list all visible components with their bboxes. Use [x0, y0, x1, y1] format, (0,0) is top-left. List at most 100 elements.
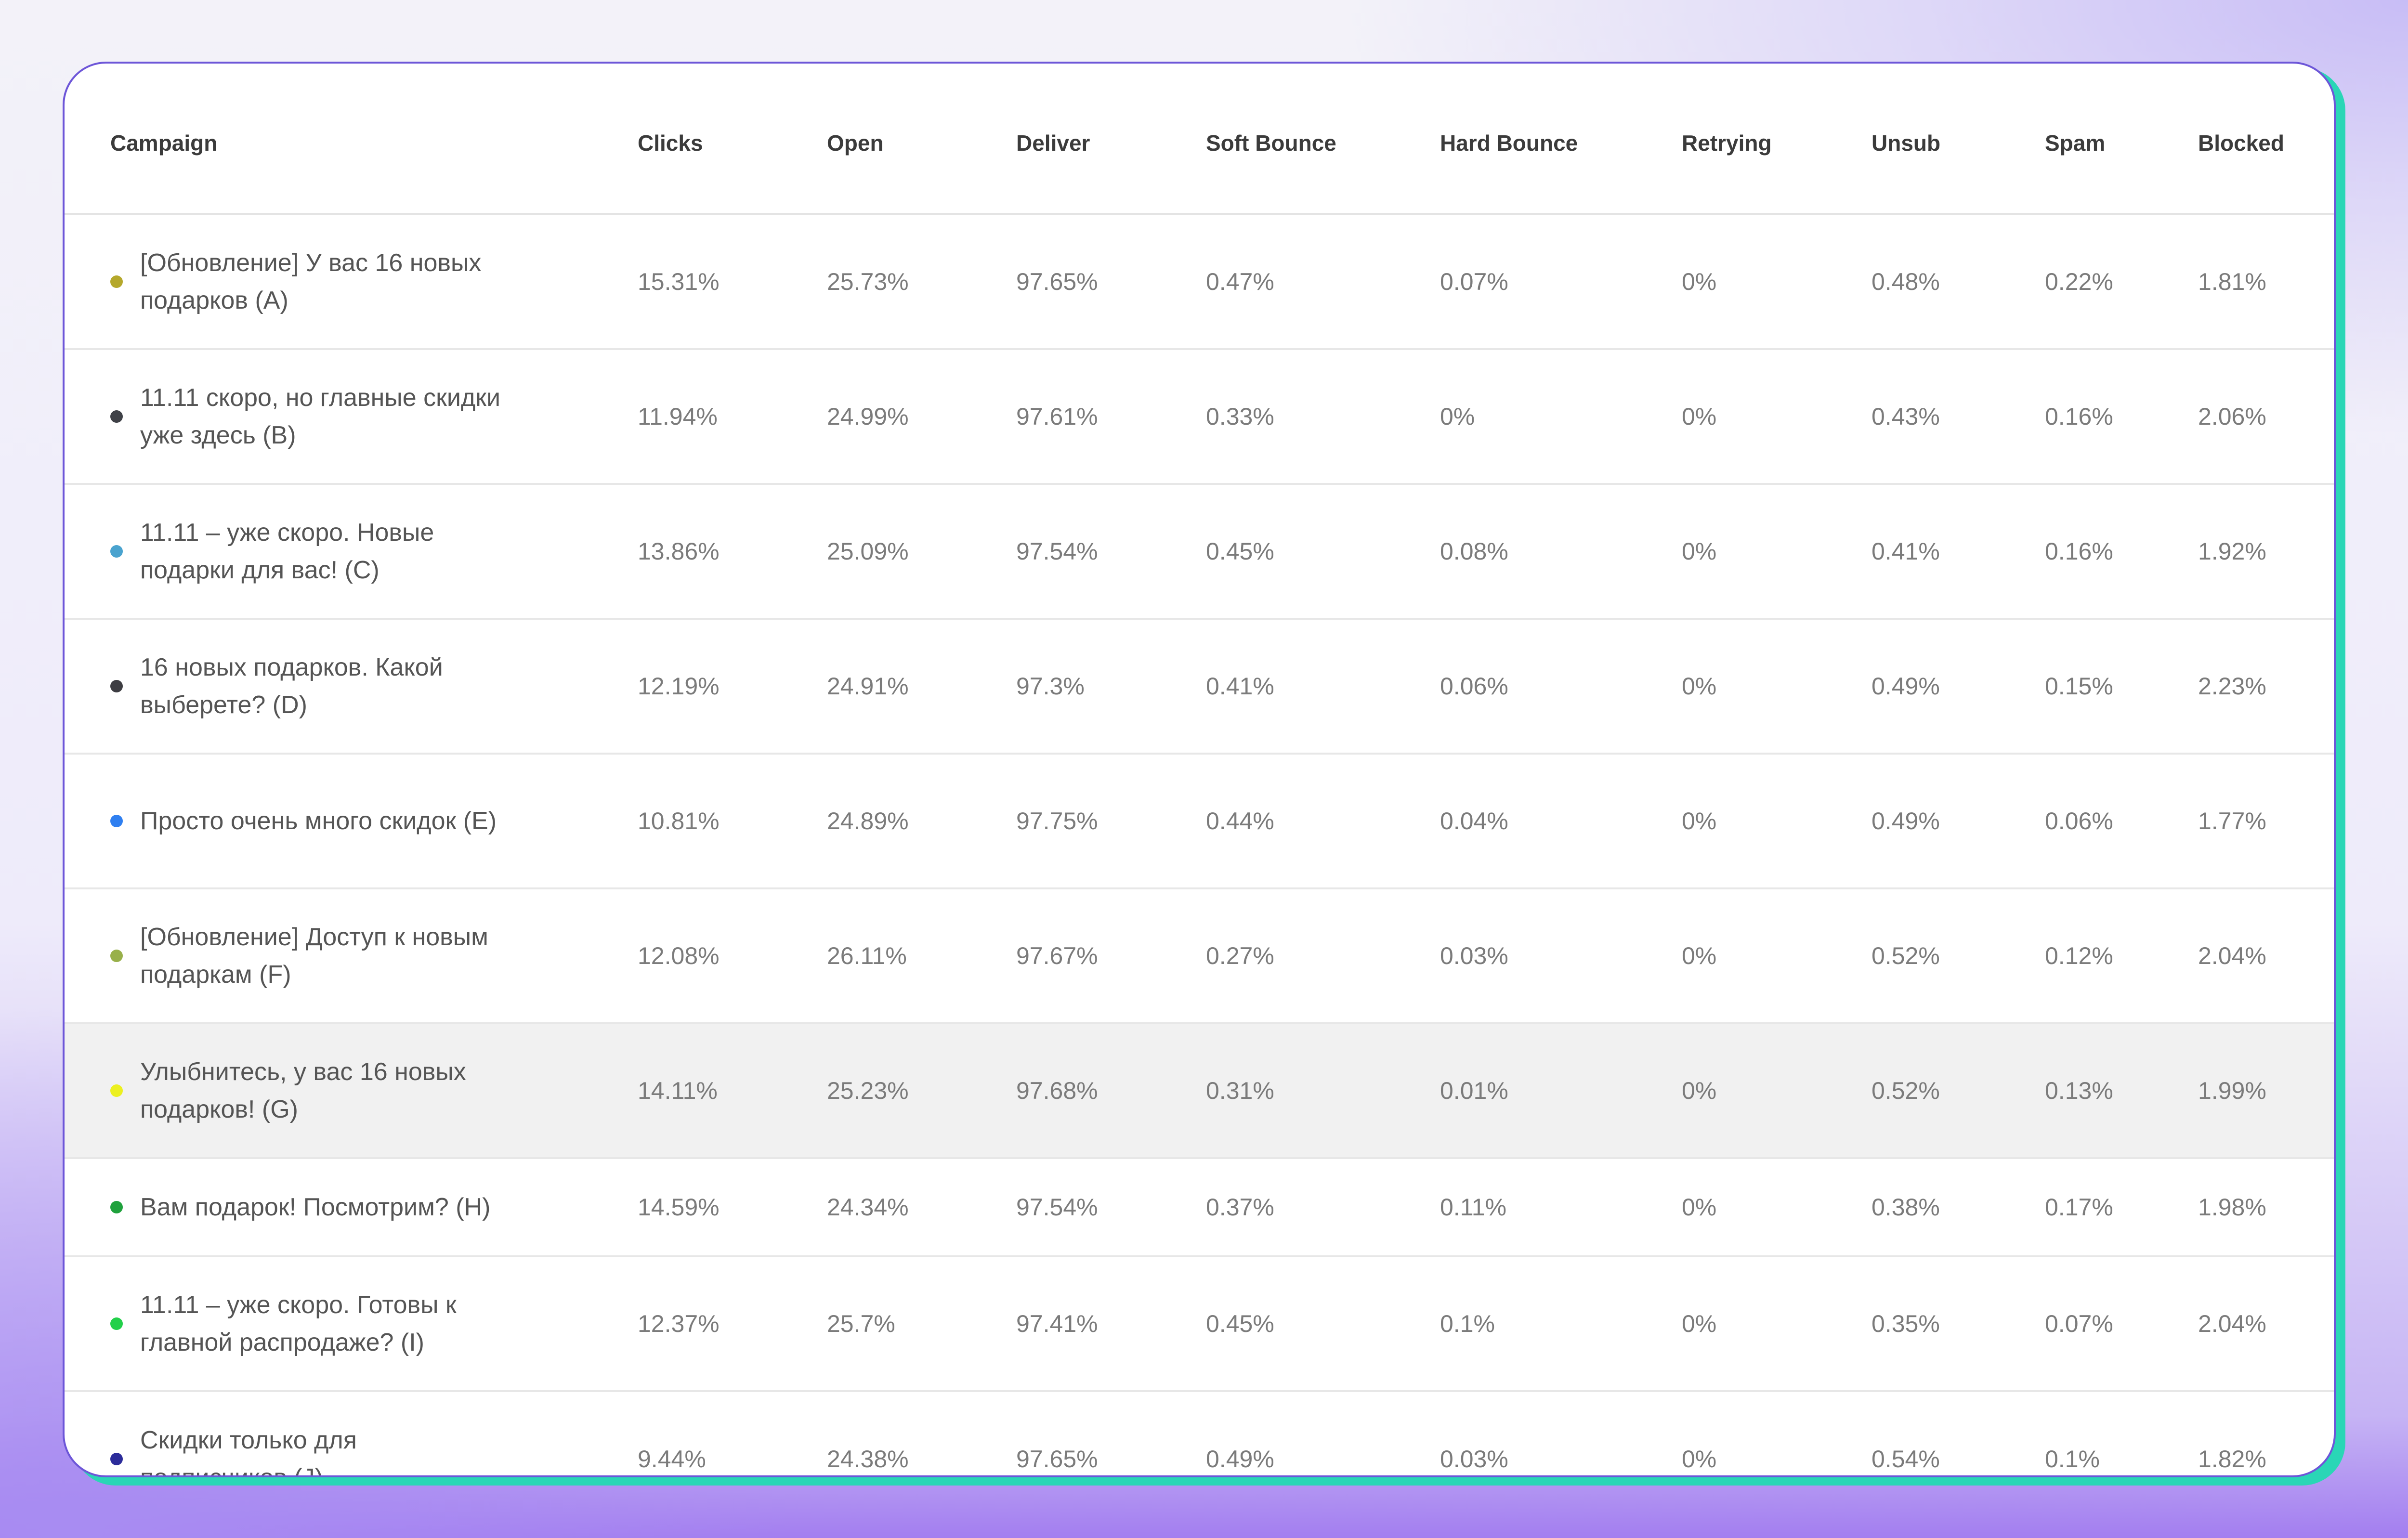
spam-cell: 0.15% — [2045, 618, 2198, 755]
open-cell: 24.38% — [827, 1445, 909, 1473]
open-cell: 24.34% — [827, 1158, 1016, 1257]
soft-bounce-cell: 0.41% — [1206, 618, 1440, 755]
blocked-cell: 2.23% — [2198, 618, 2334, 755]
soft-bounce-cell: 0.47% — [1206, 214, 1440, 350]
table-row[interactable]: 11.11 – уже скоро. Готовы к главной расп… — [65, 1256, 2334, 1392]
campaign-name: 11.11 – уже скоро. Готовы к главной расп… — [140, 1290, 457, 1356]
table-row[interactable]: Вам подарок! Посмотрим? (H) 14.59% 24.34… — [65, 1158, 2334, 1257]
table-row-highlighted[interactable]: Улыбнитесь, у вас 16 новых подарков! (G)… — [65, 1023, 2334, 1159]
deliver-cell: 97.67% — [1016, 888, 1206, 1024]
open-cell: 25.7% — [827, 1256, 1016, 1392]
deliver-cell: 97.54% — [1016, 1158, 1206, 1257]
column-header-spam[interactable]: Spam — [2045, 73, 2198, 215]
hard-bounce-cell: 0.06% — [1440, 618, 1682, 755]
clicks-cell: 14.11% — [638, 1023, 827, 1159]
retrying-cell: 0% — [1682, 1445, 1717, 1473]
retrying-cell: 0% — [1682, 1256, 1871, 1392]
table-body: [Обновление] У вас 16 новых подарков (A)… — [65, 214, 2334, 1475]
blocked-cell: 1.98% — [2198, 1158, 2334, 1257]
deliver-cell: 97.3% — [1016, 618, 1206, 755]
campaign-name: Вам подарок! Посмотрим? (H) — [140, 1193, 491, 1221]
blocked-cell: 1.99% — [2198, 1023, 2334, 1159]
column-header-blocked[interactable]: Blocked — [2198, 73, 2334, 215]
blocked-cell: 1.92% — [2198, 483, 2334, 620]
soft-bounce-cell: 0.45% — [1206, 483, 1440, 620]
table-row[interactable]: Просто очень много скидок (E) 10.81% 24.… — [65, 753, 2334, 889]
table-row[interactable]: 11.11 скоро, но главные скидки уже здесь… — [65, 349, 2334, 485]
campaign-cell: Вам подарок! Посмотрим? (H) — [65, 1158, 638, 1257]
blocked-cell: 2.04% — [2198, 1256, 2334, 1392]
spam-cell: 0.13% — [2045, 1023, 2198, 1159]
retrying-cell: 0% — [1682, 618, 1871, 755]
column-header-campaign[interactable]: Campaign — [65, 73, 638, 215]
campaign-cell: 16 новых подарков. Какой выберете? (D) — [65, 618, 638, 755]
open-cell: 24.99% — [827, 349, 1016, 485]
clicks-cell: 13.86% — [638, 483, 827, 620]
soft-bounce-cell: 0.49% — [1206, 1445, 1274, 1473]
deliver-cell: 97.54% — [1016, 483, 1206, 620]
campaign-color-dot — [110, 1084, 123, 1097]
clicks-cell: 9.44% — [638, 1445, 706, 1473]
deliver-cell: 97.41% — [1016, 1256, 1206, 1392]
retrying-cell: 0% — [1682, 1158, 1871, 1257]
hard-bounce-cell: 0.01% — [1440, 1023, 1682, 1159]
retrying-cell: 0% — [1682, 888, 1871, 1024]
column-header-open[interactable]: Open — [827, 73, 1016, 215]
clicks-cell: 12.19% — [638, 618, 827, 755]
soft-bounce-cell: 0.37% — [1206, 1158, 1440, 1257]
column-header-soft-bounce[interactable]: Soft Bounce — [1206, 73, 1440, 215]
unsub-cell: 0.49% — [1871, 618, 2045, 755]
campaign-color-dot — [110, 679, 123, 692]
hard-bounce-cell: 0.03% — [1440, 888, 1682, 1024]
campaign-color-dot — [110, 814, 123, 827]
hard-bounce-cell: 0% — [1440, 349, 1682, 485]
spam-cell: 0.17% — [2045, 1158, 2198, 1257]
campaign-cell: [Обновление] Доступ к новым подаркам (F) — [65, 888, 638, 1024]
blocked-cell: 1.81% — [2198, 214, 2334, 350]
campaign-name: Просто очень много скидок (E) — [140, 807, 497, 835]
open-cell: 24.91% — [827, 618, 1016, 755]
column-header-clicks[interactable]: Clicks — [638, 73, 827, 215]
campaign-cell: Просто очень много скидок (E) — [65, 753, 638, 889]
campaign-color-dot — [110, 1452, 123, 1465]
table-row[interactable]: Скидки только для подписчиков (J) 9.44% … — [65, 1391, 2334, 1475]
soft-bounce-cell: 0.31% — [1206, 1023, 1440, 1159]
retrying-cell: 0% — [1682, 214, 1871, 350]
spam-cell: 0.1% — [2045, 1445, 2100, 1473]
table-row[interactable]: 11.11 – уже скоро. Новые подарки для вас… — [65, 483, 2334, 620]
table-row[interactable]: [Обновление] Доступ к новым подаркам (F)… — [65, 888, 2334, 1024]
retrying-cell: 0% — [1682, 349, 1871, 485]
column-header-unsub[interactable]: Unsub — [1871, 73, 2045, 215]
soft-bounce-cell: 0.44% — [1206, 753, 1440, 889]
column-header-retrying[interactable]: Retrying — [1682, 73, 1871, 215]
column-header-deliver[interactable]: Deliver — [1016, 73, 1206, 215]
hard-bounce-cell: 0.03% — [1440, 1445, 1508, 1473]
blocked-cell: 1.82% — [2198, 1445, 2266, 1473]
column-header-hard-bounce[interactable]: Hard Bounce — [1440, 73, 1682, 215]
spam-cell: 0.16% — [2045, 349, 2198, 485]
campaign-color-dot — [110, 1317, 123, 1330]
blocked-cell: 2.06% — [2198, 349, 2334, 485]
campaign-cell: Скидки только для подписчиков (J) — [65, 1391, 638, 1475]
deliver-cell: 97.68% — [1016, 1023, 1206, 1159]
hard-bounce-cell: 0.04% — [1440, 753, 1682, 889]
campaign-cell: Улыбнитесь, у вас 16 новых подарков! (G) — [65, 1023, 638, 1159]
hard-bounce-cell: 0.1% — [1440, 1256, 1682, 1392]
campaign-name: [Обновление] Доступ к новым подаркам (F) — [140, 923, 488, 989]
spam-cell: 0.22% — [2045, 214, 2198, 350]
table-row[interactable]: 16 новых подарков. Какой выберете? (D) 1… — [65, 618, 2334, 755]
campaign-name: 11.11 скоро, но главные скидки уже здесь… — [140, 383, 501, 449]
campaign-name: [Обновление] У вас 16 новых подарков (A) — [140, 248, 482, 314]
unsub-cell: 0.35% — [1871, 1256, 2045, 1392]
campaign-color-dot — [110, 1200, 123, 1213]
clicks-cell: 14.59% — [638, 1158, 827, 1257]
spam-cell: 0.16% — [2045, 483, 2198, 620]
hard-bounce-cell: 0.11% — [1440, 1158, 1682, 1257]
unsub-cell: 0.52% — [1871, 888, 2045, 1024]
table-row[interactable]: [Обновление] У вас 16 новых подарков (A)… — [65, 214, 2334, 350]
campaign-color-dot — [110, 949, 123, 962]
open-cell: 24.89% — [827, 753, 1016, 889]
blocked-cell: 2.04% — [2198, 888, 2334, 1024]
unsub-cell: 0.52% — [1871, 1023, 2045, 1159]
campaign-name: 11.11 – уже скоро. Новые подарки для вас… — [140, 518, 434, 584]
